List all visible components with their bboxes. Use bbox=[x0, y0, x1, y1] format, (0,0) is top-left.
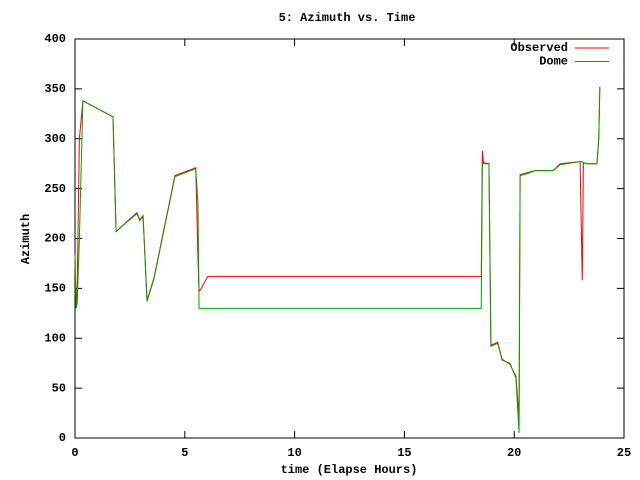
x-axis-label: time (Elapse Hours) bbox=[281, 463, 418, 477]
y-tick-label: 300 bbox=[44, 132, 66, 146]
x-tick-label: 10 bbox=[287, 446, 301, 460]
series-line bbox=[74, 86, 601, 419]
x-tick-label: 0 bbox=[71, 446, 78, 460]
y-tick-label: 250 bbox=[44, 182, 66, 196]
series-line bbox=[74, 86, 601, 434]
x-tick-label: 5 bbox=[181, 446, 188, 460]
x-tick-label: 15 bbox=[397, 446, 411, 460]
y-tick-label: 50 bbox=[52, 381, 66, 395]
x-tick-label: 20 bbox=[507, 446, 521, 460]
y-tick-label: 200 bbox=[44, 232, 66, 246]
chart-title: 5: Azimuth vs. Time bbox=[279, 11, 416, 25]
x-tick-label: 25 bbox=[617, 446, 631, 460]
legend-label: Dome bbox=[539, 55, 568, 69]
y-tick-label: 150 bbox=[44, 282, 66, 296]
y-tick-label: 350 bbox=[44, 82, 66, 96]
y-tick-label: 0 bbox=[59, 431, 66, 445]
legend-label: Observed bbox=[510, 41, 568, 55]
y-tick-label: 400 bbox=[44, 32, 66, 46]
y-axis-label: Azimuth bbox=[19, 214, 33, 264]
y-tick-label: 100 bbox=[44, 331, 66, 345]
